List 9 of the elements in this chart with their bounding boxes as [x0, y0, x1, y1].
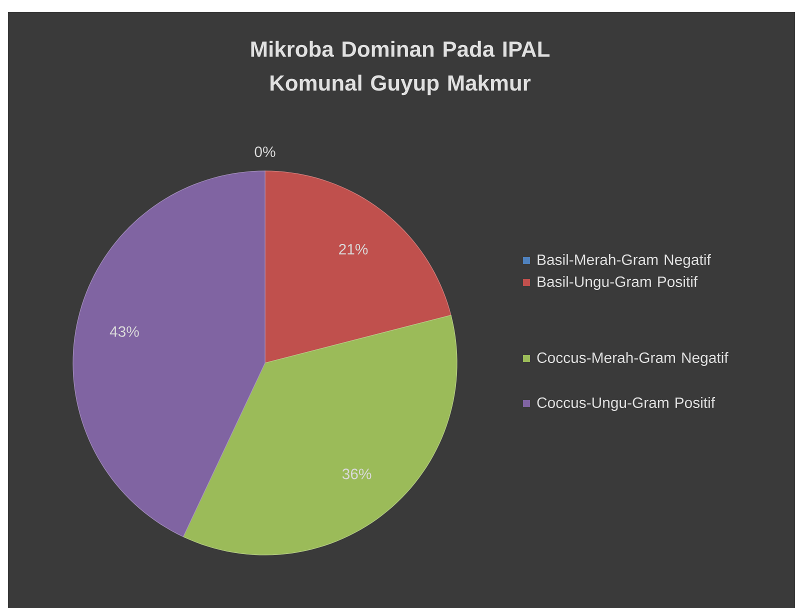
- legend-label: Basil-Ungu-Gram Positif: [538, 276, 698, 290]
- text: 0%: [254, 146, 276, 158]
- data-label: 43%: [110, 326, 139, 337]
- chart-title: Mikroba Dominan Pada IPAL Komunal Guyup Makmur: [251, 40, 550, 96]
- legend-label: Coccus-Merah-Gram Negatif: [537, 352, 728, 366]
- legend-label: Basil-Merah-Gram Negatif: [538, 254, 711, 268]
- data-label: 21%: [339, 244, 368, 254]
- legend-label: Coccus-Ungu-Gram Positif: [537, 397, 716, 411]
- data-label: 36%: [342, 468, 372, 480]
